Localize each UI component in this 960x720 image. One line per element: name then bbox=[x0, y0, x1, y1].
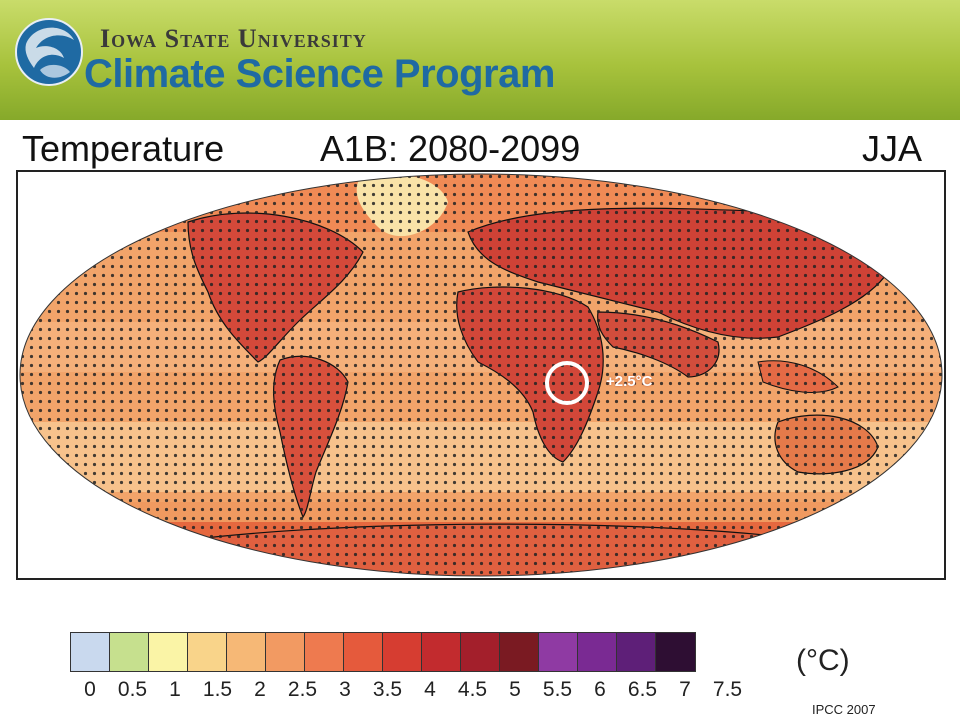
legend-tick-label: 4.5 bbox=[457, 678, 488, 701]
legend-tick-label: 5 bbox=[509, 678, 521, 701]
legend-swatch bbox=[500, 633, 539, 671]
program-name: Climate Science Program bbox=[84, 52, 555, 96]
legend-unit: (°C) bbox=[796, 644, 850, 677]
globe-swirl-logo-icon bbox=[15, 18, 83, 86]
legend-tick-label: 0.5 bbox=[117, 678, 148, 701]
legend-tick-label: 6 bbox=[594, 678, 606, 701]
legend-swatch bbox=[656, 633, 695, 671]
university-name: Iowa State University bbox=[100, 24, 367, 53]
legend-tick-label: 5.5 bbox=[542, 678, 573, 701]
legend-tick-label: 2 bbox=[254, 678, 266, 701]
legend-swatch bbox=[266, 633, 305, 671]
legend-swatch bbox=[539, 633, 578, 671]
legend-tick-label: 3.5 bbox=[372, 678, 403, 701]
legend-swatch bbox=[227, 633, 266, 671]
figure-title-scenario: A1B: 2080-2099 bbox=[320, 128, 581, 169]
legend-tick-label: 7 bbox=[679, 678, 691, 701]
annotation-circle-marker-icon bbox=[545, 361, 589, 405]
legend-tick-labels: 0 0.5 1 1.5 2 2.5 3 3.5 4 4.5 5 5.5 6 6.5 7 7.5 bbox=[70, 678, 746, 702]
legend-tick-label: 1.5 bbox=[202, 678, 233, 701]
figure-title-season: JJA bbox=[862, 128, 923, 169]
legend-tick-label: 6.5 bbox=[627, 678, 658, 701]
legend-swatch bbox=[578, 633, 617, 671]
legend-swatch bbox=[344, 633, 383, 671]
figure-title-variable: Temperature bbox=[22, 128, 225, 169]
legend-swatch bbox=[422, 633, 461, 671]
legend-swatch bbox=[71, 633, 110, 671]
legend-colorbar bbox=[70, 632, 696, 672]
temperature-map bbox=[16, 170, 946, 580]
legend-tick-label: 1 bbox=[169, 678, 181, 701]
legend-tick-label: 2.5 bbox=[287, 678, 318, 701]
source-credit: IPCC 2007 bbox=[812, 702, 876, 717]
legend-tick-label: 4 bbox=[424, 678, 436, 701]
legend-swatch bbox=[149, 633, 188, 671]
legend-swatch bbox=[110, 633, 149, 671]
legend-swatch bbox=[461, 633, 500, 671]
legend-swatch bbox=[188, 633, 227, 671]
legend-swatch bbox=[617, 633, 656, 671]
legend-swatch bbox=[305, 633, 344, 671]
temperature-annotation: +2.5°C bbox=[606, 373, 653, 390]
legend-swatch bbox=[383, 633, 422, 671]
map-svg bbox=[19, 173, 943, 577]
legend-tick-label: 0 bbox=[84, 678, 96, 701]
legend-tick-label: 7.5 bbox=[712, 678, 743, 701]
legend-tick-label: 3 bbox=[339, 678, 351, 701]
header-banner: Iowa State University Climate Science Pr… bbox=[0, 0, 960, 120]
